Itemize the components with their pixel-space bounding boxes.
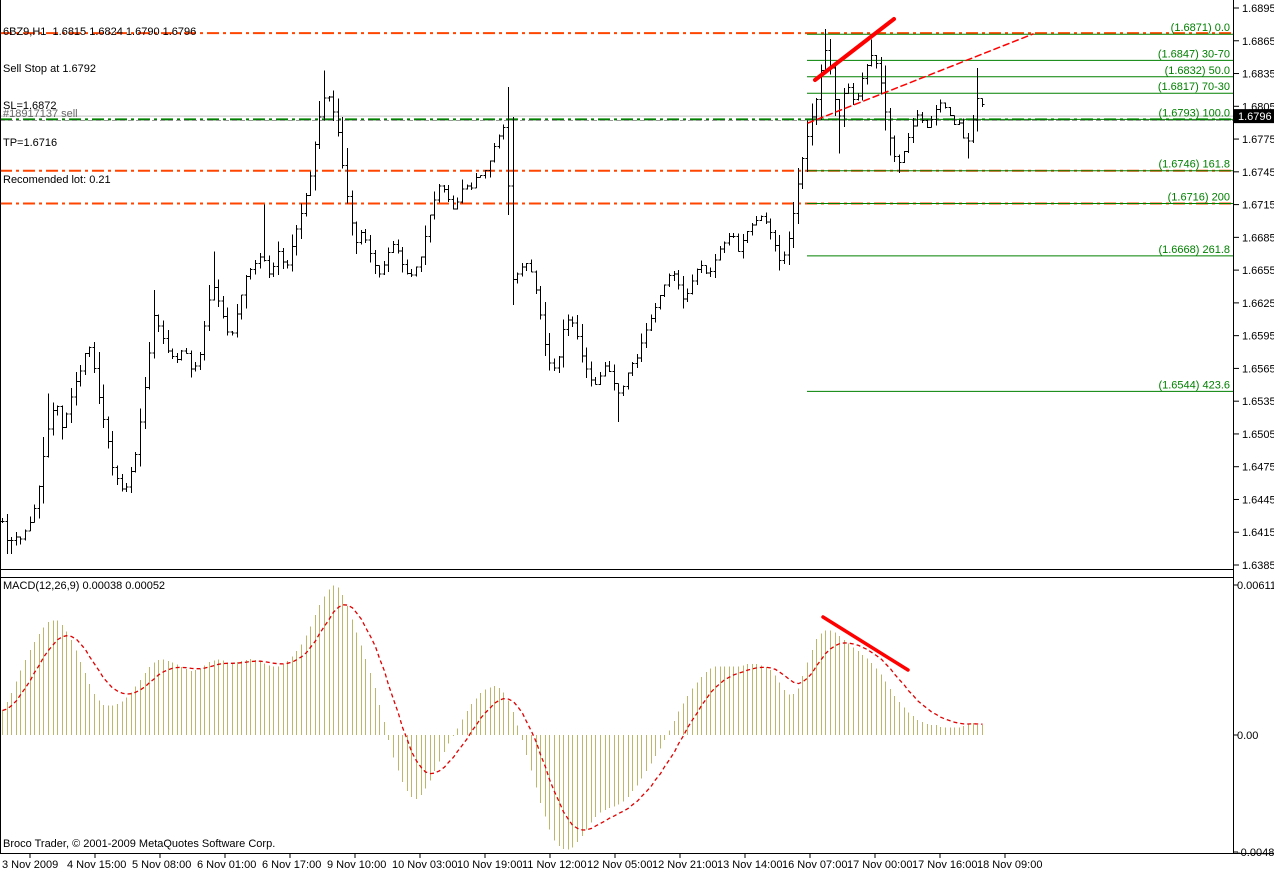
fib-level-label: (1.6817) 70-30: [1158, 81, 1230, 93]
open-order-label: #18917137 sell: [3, 108, 78, 120]
stop-loss-readout: SL=1.6872: [3, 100, 57, 112]
recommended-lot-readout: Recomended lot: 0.21: [3, 174, 111, 186]
time-axis-label: 6 Nov 17:00: [262, 859, 321, 871]
price-tick-label: 1.6625: [1242, 298, 1274, 310]
time-axis-label: 13 Nov 14:00: [717, 859, 782, 871]
macd-tick-label: 0.00611: [1237, 580, 1274, 592]
pending-order-readout: Sell Stop at 1.6792: [3, 63, 96, 75]
ohlc-bars: [0, 28, 985, 555]
price-tick-label: 1.6385: [1242, 560, 1274, 572]
price-uptrend-line[interactable]: [813, 17, 896, 82]
time-axis-label: 11 Nov 12:00: [522, 859, 587, 871]
macd-tick-label: 0.00: [1237, 730, 1258, 742]
price-tick-label: 1.6895: [1242, 3, 1274, 15]
fib-level-label: (1.6544) 423.6: [1158, 379, 1230, 391]
time-axis-label: 10 Nov 19:00: [457, 859, 522, 871]
symbol-ohlc-readout: 6BZ9,H1 1.6815 1.6824 1.6790 1.6796: [3, 26, 197, 38]
macd-signal-line: [2, 604, 983, 831]
chart-header: 6BZ9,H1 1.6815 1.6824 1.6790 1.6796 Sell…: [3, 2, 196, 211]
fib-level-label: (1.6847) 30-70: [1158, 48, 1230, 60]
time-axis-label: 18 Nov 09:00: [977, 859, 1042, 871]
fib-level-label: (1.6871) 0.0: [1171, 22, 1230, 34]
price-projection-dashed-line[interactable]: [807, 33, 1034, 124]
time-axis-label: 5 Nov 08:00: [132, 859, 191, 871]
macd-tick-label: -0.00482: [1237, 847, 1274, 859]
price-tick-label: 1.6445: [1242, 494, 1274, 506]
price-tick-label: 1.6835: [1242, 69, 1274, 81]
current-price-value: 1.6796: [1238, 111, 1272, 123]
macd-histogram: [2, 585, 983, 850]
time-axis-label: 9 Nov 10:00: [327, 859, 386, 871]
time-axis-label: 16 Nov 07:00: [782, 859, 847, 871]
price-tick-label: 1.6715: [1242, 200, 1274, 212]
current-price-tag: [1234, 109, 1274, 124]
time-axis-label: 4 Nov 15:00: [67, 859, 126, 871]
take-profit-readout: TP=1.6716: [3, 137, 58, 149]
fib-level-label: (1.6716) 200: [1168, 191, 1230, 203]
time-axis-label: 12 Nov 21:00: [652, 859, 717, 871]
fib-level-label: (1.6668) 261.8: [1158, 244, 1230, 256]
copyright-label: Broco Trader, © 2001-2009 MetaQuotes Sof…: [3, 838, 276, 850]
fib-level-label: (1.6832) 50.0: [1165, 65, 1230, 77]
price-tick-label: 1.6475: [1242, 462, 1274, 474]
price-tick-label: 1.6535: [1242, 396, 1274, 408]
fib-level-label: (1.6793) 100.0: [1158, 107, 1230, 119]
time-axis-label: 3 Nov 2009: [2, 859, 58, 871]
macd-indicator-label: MACD(12,26,9) 0.00038 0.00052: [3, 580, 166, 592]
time-axis-label: 17 Nov 00:00: [847, 859, 912, 871]
time-axis-label: 17 Nov 16:00: [912, 859, 977, 871]
price-tick-label: 1.6775: [1242, 134, 1274, 146]
price-tick-label: 1.6415: [1242, 527, 1274, 539]
price-tick-label: 1.6685: [1242, 232, 1274, 244]
fib-level-label: (1.6746) 161.8: [1158, 159, 1230, 171]
price-tick-label: 1.6595: [1242, 331, 1274, 343]
price-tick-label: 1.6565: [1242, 363, 1274, 375]
time-axis-label: 12 Nov 05:00: [587, 859, 652, 871]
price-tick-label: 1.6655: [1242, 265, 1274, 277]
time-axis-label: 10 Nov 03:00: [392, 859, 457, 871]
time-axis-label: 6 Nov 01:00: [197, 859, 256, 871]
price-tick-label: 1.6745: [1242, 167, 1274, 179]
macd-downtrend-line[interactable]: [821, 615, 910, 672]
price-tick-label: 1.6505: [1242, 429, 1274, 441]
price-tick-label: 1.6865: [1242, 36, 1274, 48]
